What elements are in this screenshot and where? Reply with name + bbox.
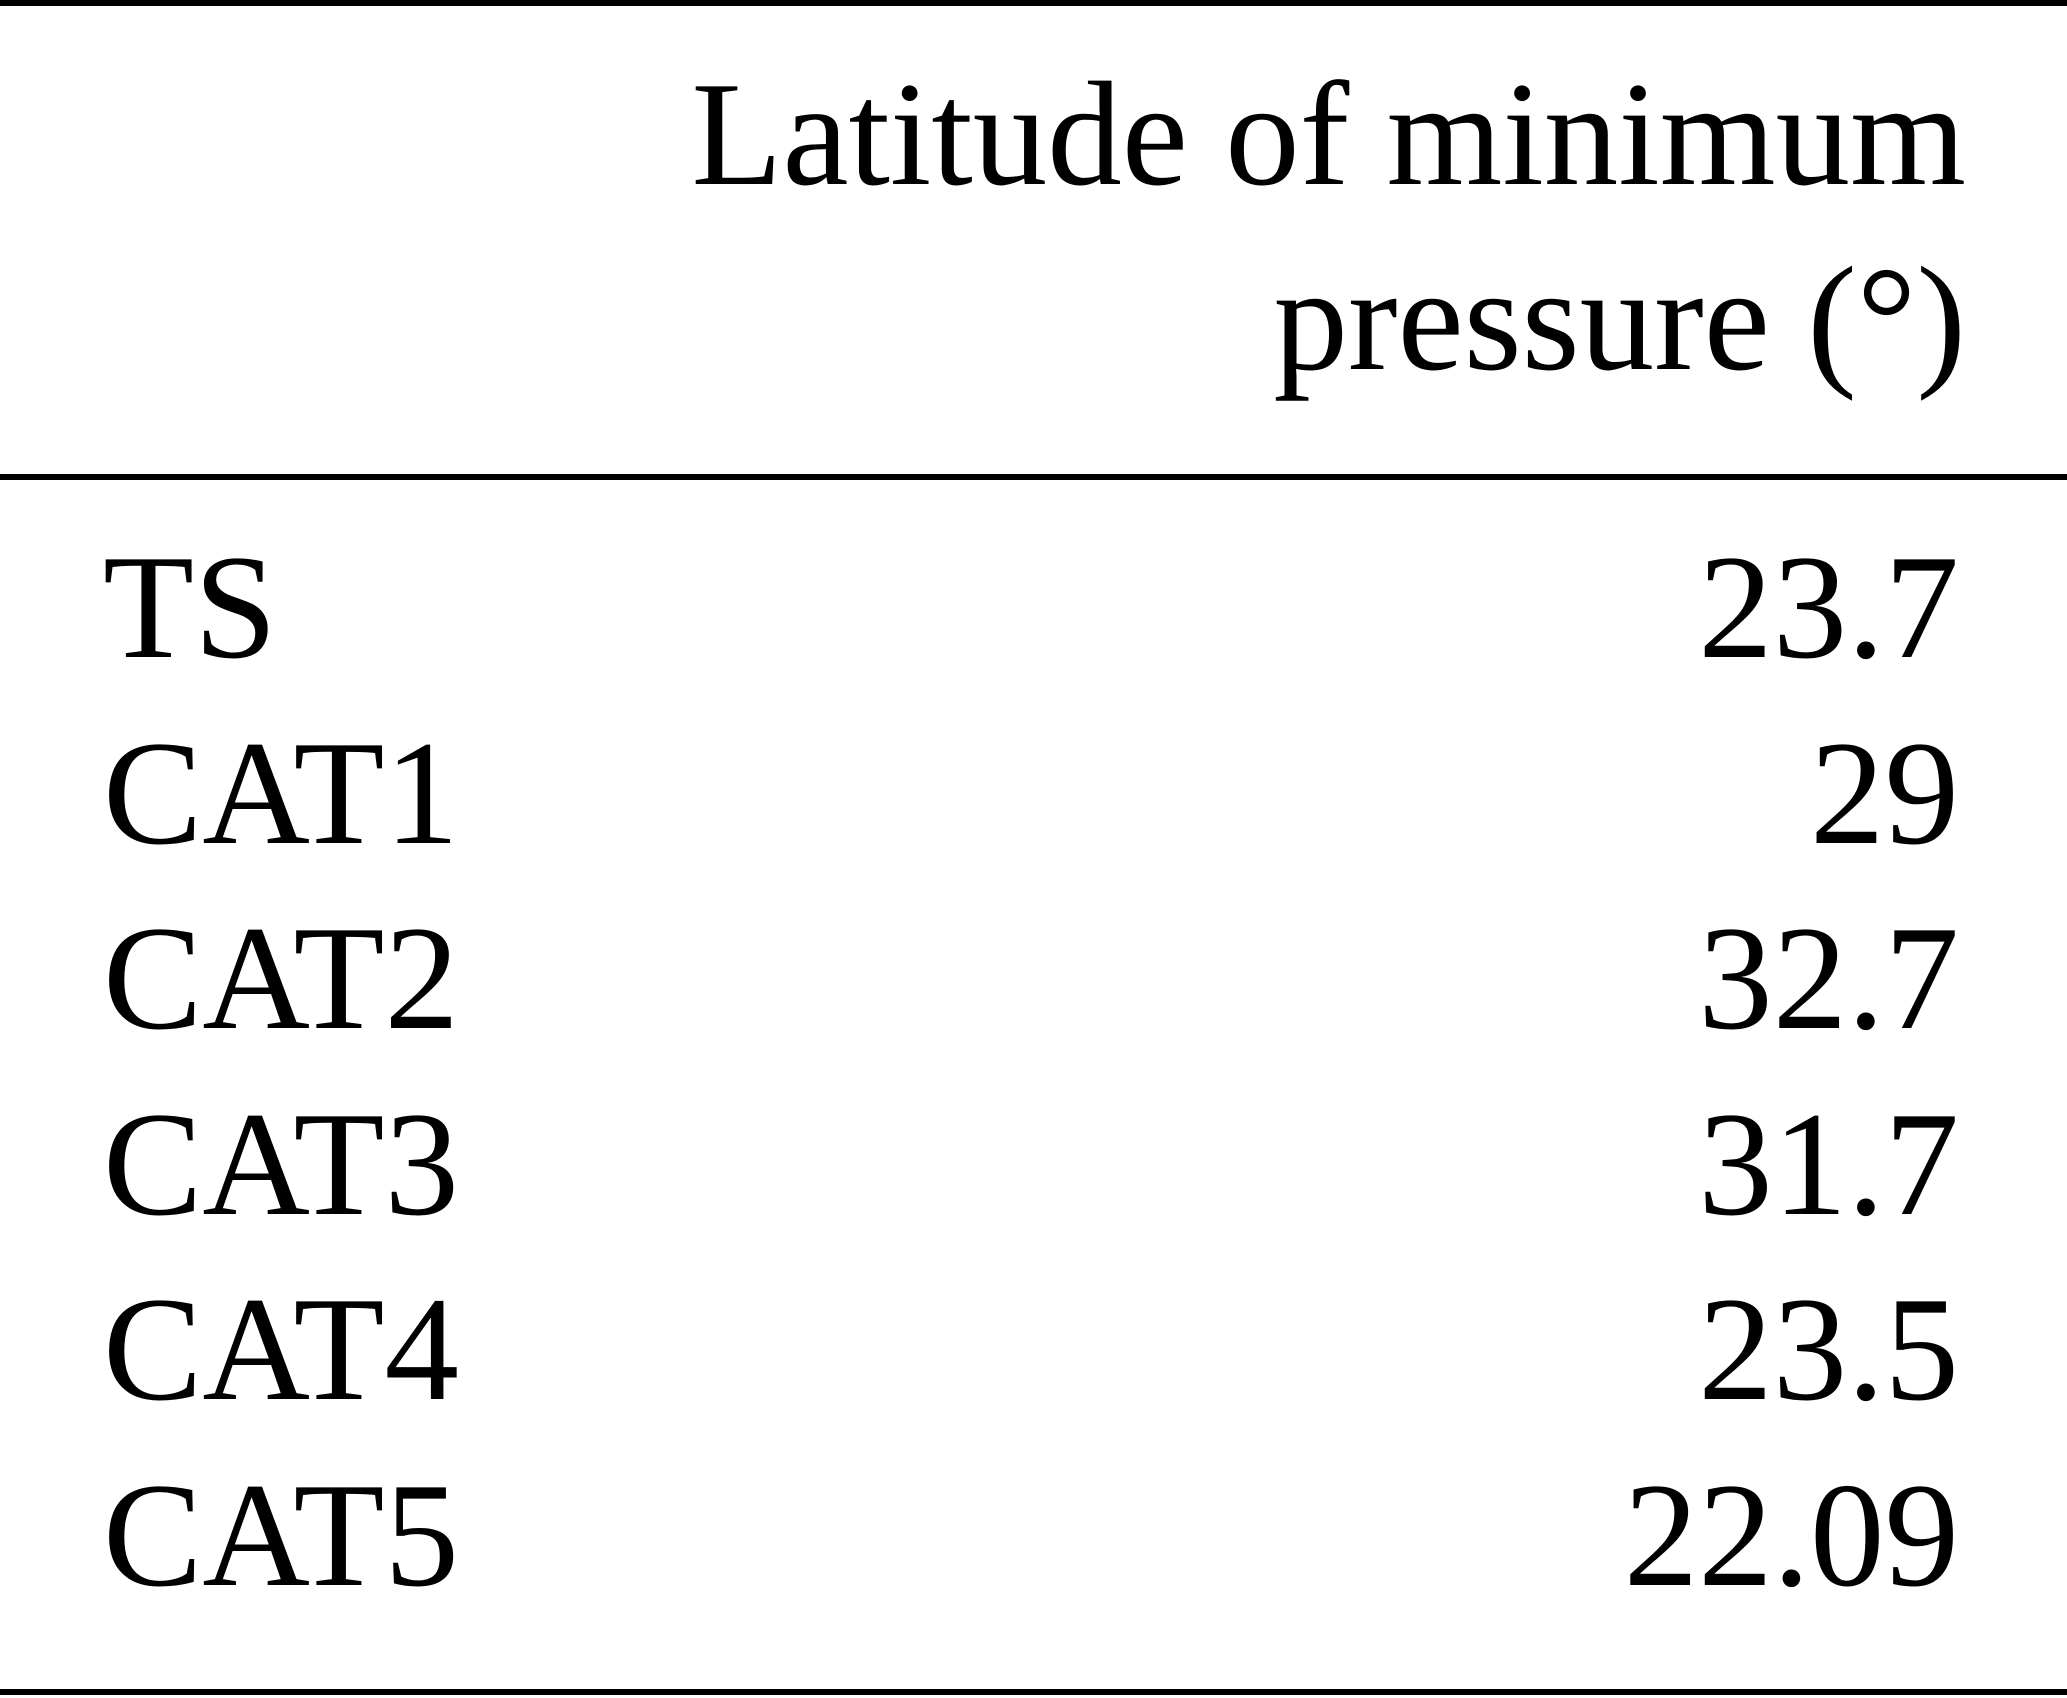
row-value: 32.7	[1698, 896, 1959, 1062]
row-value: 23.5	[1698, 1267, 1959, 1433]
row-value: 31.7	[1698, 1081, 1959, 1247]
row-value: 22.09	[1623, 1453, 1959, 1618]
row-label: CAT5	[103, 1453, 459, 1618]
row-value: 23.7	[1698, 525, 1959, 690]
row-label: CAT1	[103, 710, 459, 876]
row-label: CAT3	[103, 1081, 459, 1247]
row-value: 29	[1810, 710, 1959, 876]
row-label: CAT4	[103, 1267, 459, 1433]
header-rule	[0, 474, 2067, 480]
column-header: Latitude of minimum pressure (°)	[691, 52, 1966, 402]
bottom-rule	[0, 1689, 2067, 1695]
row-label: TS	[103, 525, 277, 690]
top-rule	[0, 0, 2067, 6]
row-label: CAT2	[103, 896, 459, 1062]
